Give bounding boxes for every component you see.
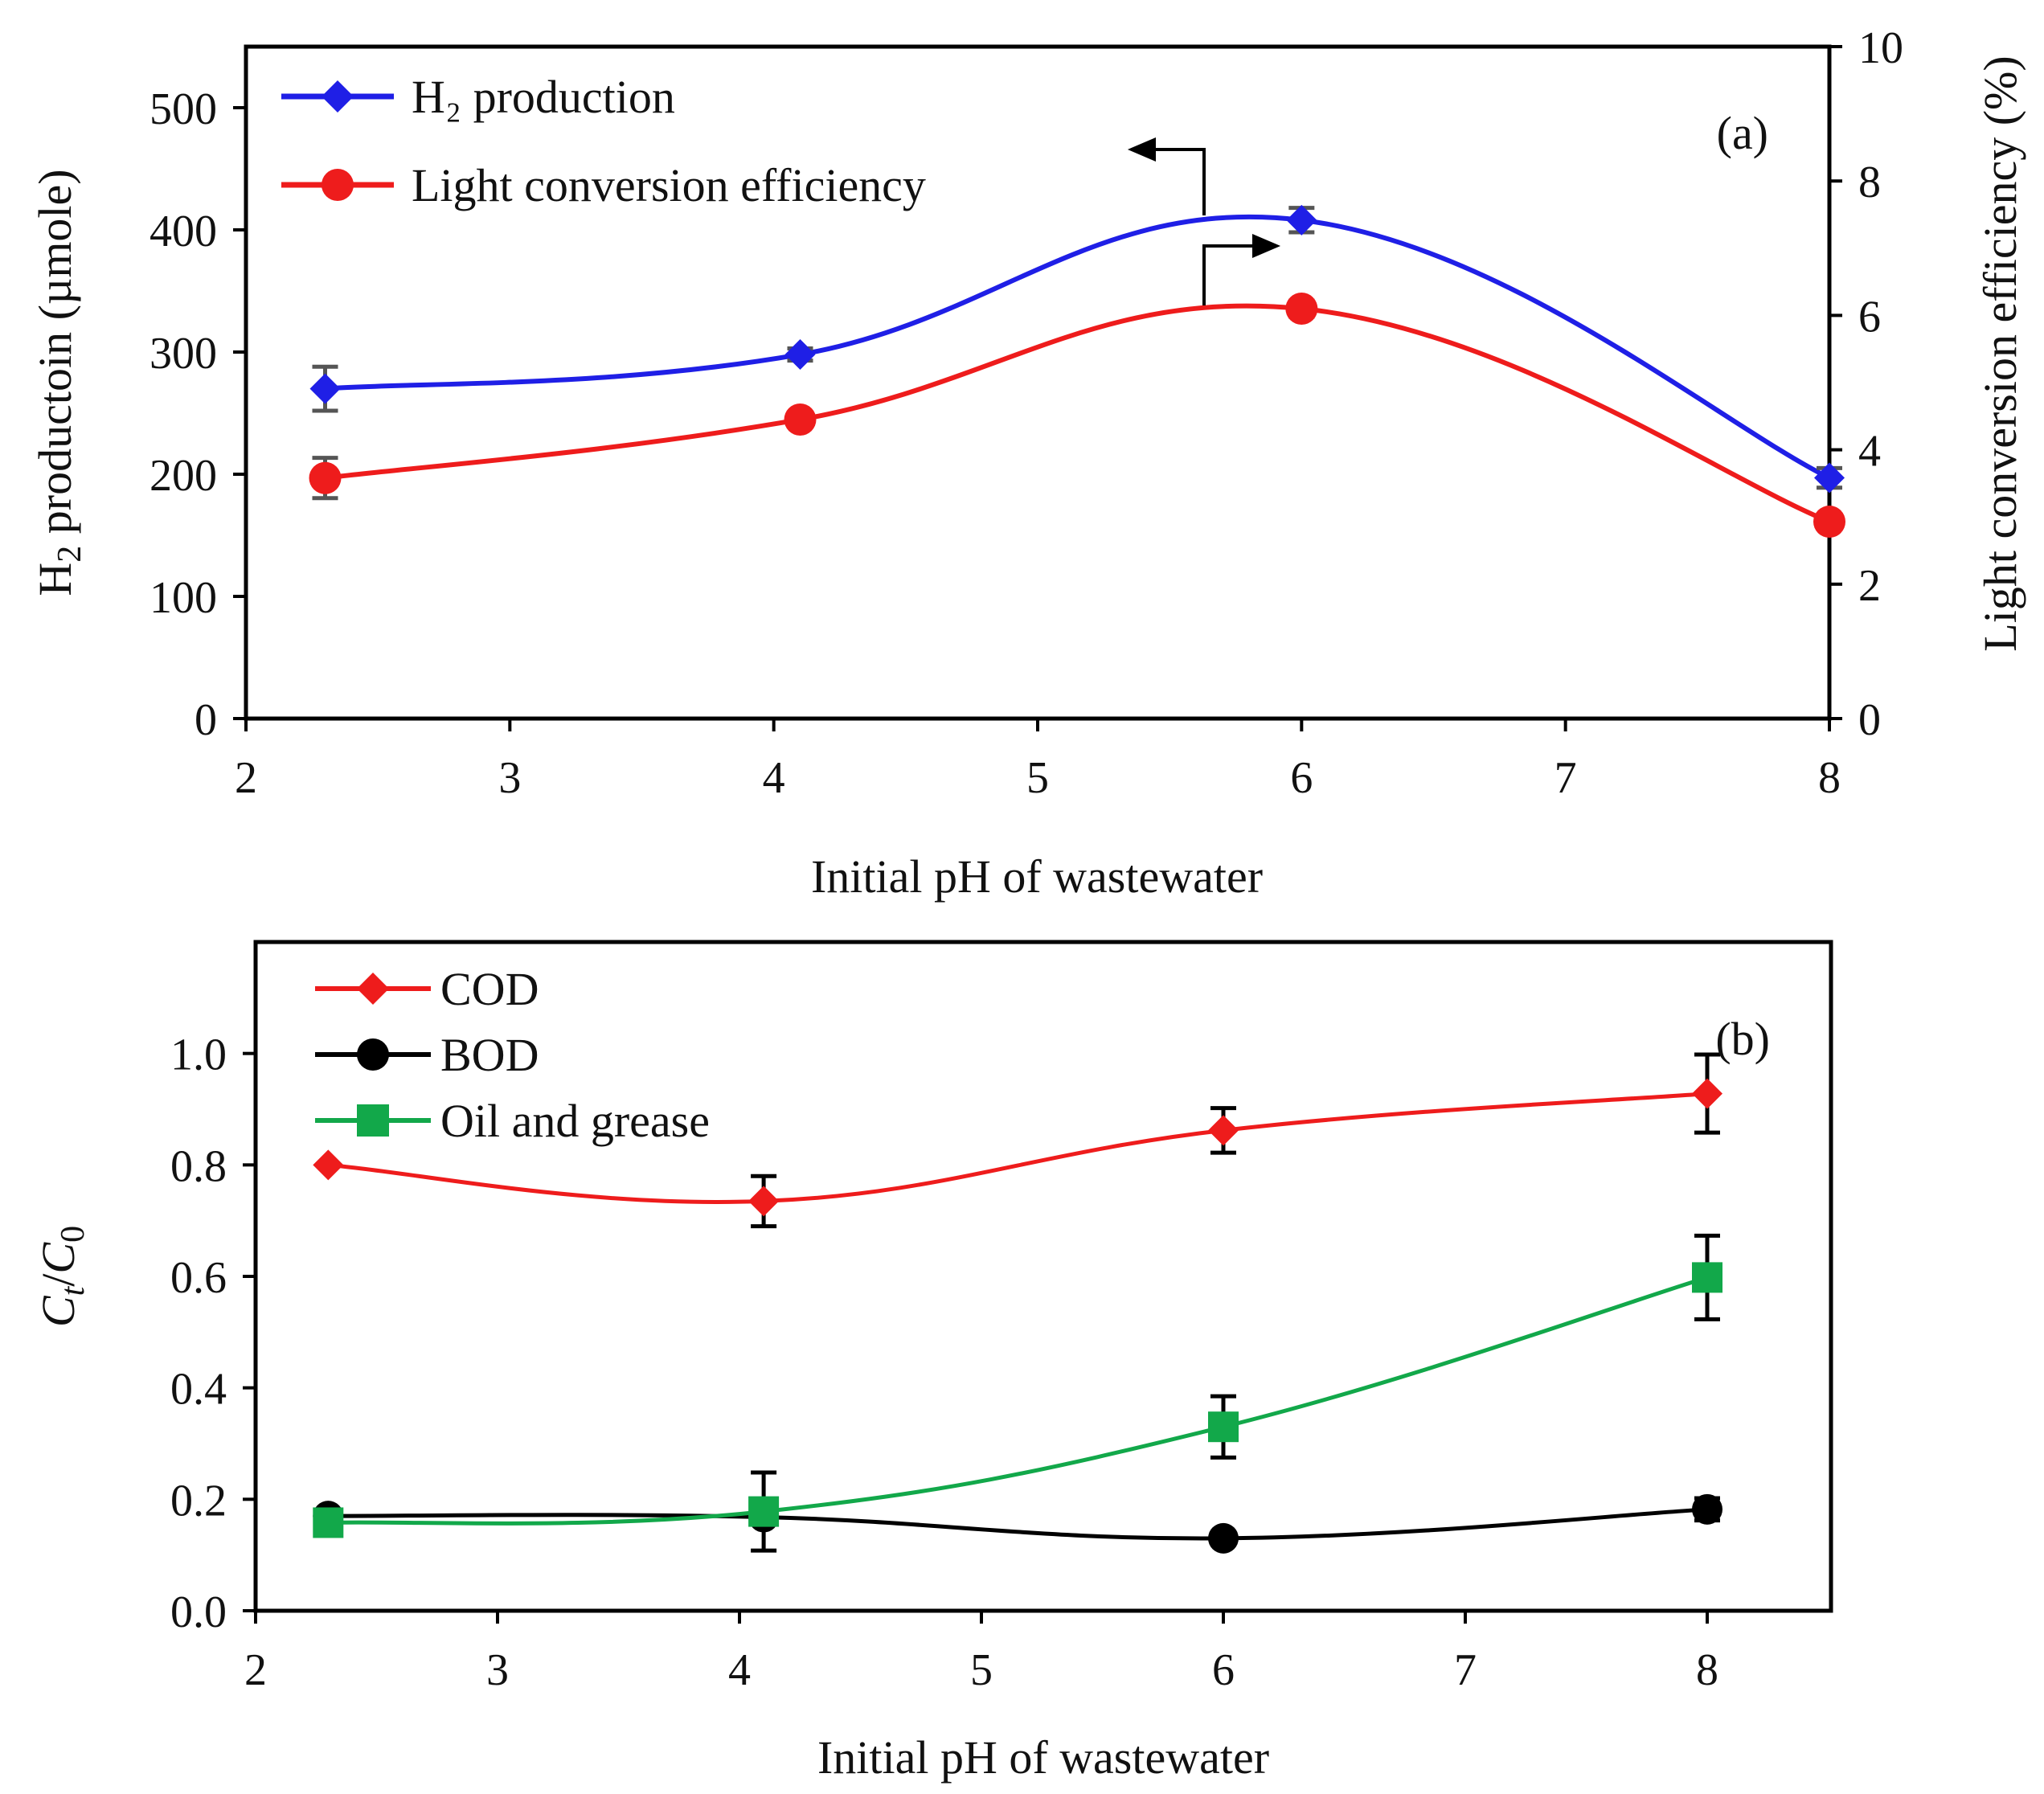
panel-b-y-tick-label: 1.0 <box>170 1030 227 1080</box>
panel-a-data-markers <box>309 204 1845 539</box>
panel-a-series-1-point <box>784 403 817 436</box>
legend-efficiency-marker <box>322 169 354 201</box>
panel-b-y-tick-label: 0.0 <box>170 1587 227 1637</box>
legend-bod-label: BOD <box>440 1029 539 1081</box>
panel-b-series-1-line <box>328 1507 1708 1541</box>
left-axis-arrow <box>1149 148 1206 215</box>
legend-h2-label: H₂ production <box>412 71 675 123</box>
panel-b-series-2-point <box>1692 1262 1722 1293</box>
panel-b-series-0-line <box>328 1092 1708 1204</box>
panel-a-series-1-point <box>1285 293 1318 326</box>
panel-b-series-0-point <box>1208 1115 1239 1146</box>
panel-a-y-tick-label: 100 <box>150 573 217 623</box>
panel-b-label: (b) <box>1715 1013 1770 1065</box>
panel-a-x-tick-label: 6 <box>1290 753 1313 803</box>
panel-b-series-0-point <box>1692 1078 1722 1109</box>
panel-b-series-2-point <box>1208 1411 1239 1443</box>
legend-cod-label: COD <box>440 963 539 1015</box>
panel-a-y2-tick-label: 10 <box>1858 23 1903 73</box>
panel-a-x-tick-label: 5 <box>1026 753 1049 803</box>
panel-b-x-tick-label: 2 <box>244 1645 267 1695</box>
panel-b-series-1-point <box>1692 1493 1722 1525</box>
panel-b-chart: 2 3 4 5 6 7 8 0.0 0.2 0.4 0.6 0.8 1.0 COD BOD Oil an… <box>32 940 1833 1784</box>
panel-b-y-axis-title: Ct/C0 <box>32 1226 92 1327</box>
legend-h2-marker <box>322 80 354 113</box>
panel-b-legend: COD BOD Oil and grease <box>315 963 710 1147</box>
panel-b-y-tick-label: 0.6 <box>170 1253 227 1303</box>
panel-a-series-0-point <box>1286 204 1317 236</box>
panel-a-y2-axis-title: Light conversion efficiency (%) <box>1974 55 2026 651</box>
panel-a-y-tick-label: 200 <box>150 451 217 501</box>
right-axis-arrowhead <box>1252 233 1281 259</box>
panel-a-y2-tick-label: 4 <box>1858 427 1881 477</box>
panel-a-series-1-line <box>325 303 1831 524</box>
panel-b-x-tick-label: 3 <box>486 1645 509 1695</box>
panel-b-series-0-point <box>313 1149 344 1181</box>
panel-a-axis-arrows <box>1127 137 1281 305</box>
panel-a-series-lines <box>325 214 1831 524</box>
panel-b-x-tick-label: 8 <box>1696 1645 1718 1695</box>
panel-b-data-markers <box>313 1078 1722 1554</box>
panel-a-series-0-point <box>309 373 341 404</box>
panel-a-y2-tick-label: 2 <box>1858 561 1881 611</box>
right-axis-arrow <box>1202 244 1259 305</box>
panel-a-series-1-point <box>309 461 342 494</box>
panel-a-y-axis-title: H2 productoin (µmole) <box>29 169 88 596</box>
panel-b-y-tick-label: 0.2 <box>170 1476 227 1526</box>
panel-a-y2-tick-label: 6 <box>1858 292 1881 342</box>
panel-a-y-tick-label: 400 <box>150 207 217 256</box>
panel-b-y-tick-label: 0.4 <box>170 1365 227 1415</box>
panel-a-series-0-point <box>1814 462 1845 494</box>
panel-a-y-tick-label: 0 <box>195 695 217 745</box>
panel-a-series-0-point <box>784 339 816 371</box>
legend-efficiency-label: Light conversion efficiency <box>412 159 926 211</box>
panel-a-y-tick-label: 300 <box>150 329 217 379</box>
panel-a-x-tick-label: 7 <box>1555 753 1577 803</box>
panel-b-x-tick-label: 6 <box>1212 1645 1235 1695</box>
left-axis-arrowhead <box>1127 137 1156 162</box>
panel-b-y-tick-label: 0.8 <box>170 1141 227 1191</box>
panel-a-x-axis-title: Initial pH of wastewater <box>811 850 1263 903</box>
panel-a-y2-tick-label: 0 <box>1858 695 1881 745</box>
panel-b-series-0-point <box>748 1186 780 1217</box>
panel-b-x-tick-label: 4 <box>728 1645 751 1695</box>
panel-b-x-tick-label: 7 <box>1454 1645 1477 1695</box>
panel-a-x-tick-label: 4 <box>763 753 785 803</box>
legend-oil-grease-marker <box>357 1104 389 1137</box>
panel-b-series-2-point <box>748 1496 780 1527</box>
panel-b-series-2-line <box>328 1276 1708 1526</box>
legend-bod-marker <box>357 1038 389 1071</box>
panel-a-series-1-point <box>1813 506 1845 539</box>
panel-b-series-1-point <box>1208 1522 1239 1554</box>
panel-a-y-tick-label: 500 <box>150 84 217 134</box>
panel-b-series-2-point <box>313 1507 344 1538</box>
panel-b-x-tick-label: 5 <box>970 1645 993 1695</box>
panel-a-label: (a) <box>1717 107 1768 159</box>
panel-a-series-0-line <box>325 214 1831 481</box>
panel-a-x-tick-label: 3 <box>498 753 521 803</box>
legend-cod-marker <box>357 973 389 1005</box>
legend-oil-grease-label: Oil and grease <box>440 1095 710 1147</box>
panel-a-y2-tick-label: 8 <box>1858 158 1881 207</box>
panel-b-series-lines <box>328 1092 1708 1541</box>
panel-b-x-axis-title: Initial pH of wastewater <box>817 1731 1269 1784</box>
panel-a-error-bars <box>312 206 1842 530</box>
panel-a-legend: H₂ production Light conversion efficienc… <box>281 71 926 211</box>
panel-a-x-tick-label: 2 <box>235 753 257 803</box>
panel-b-axes: 2 3 4 5 6 7 8 0.0 0.2 0.4 0.6 0.8 1.0 <box>170 1030 1718 1695</box>
panel-a-x-tick-label: 8 <box>1818 753 1841 803</box>
